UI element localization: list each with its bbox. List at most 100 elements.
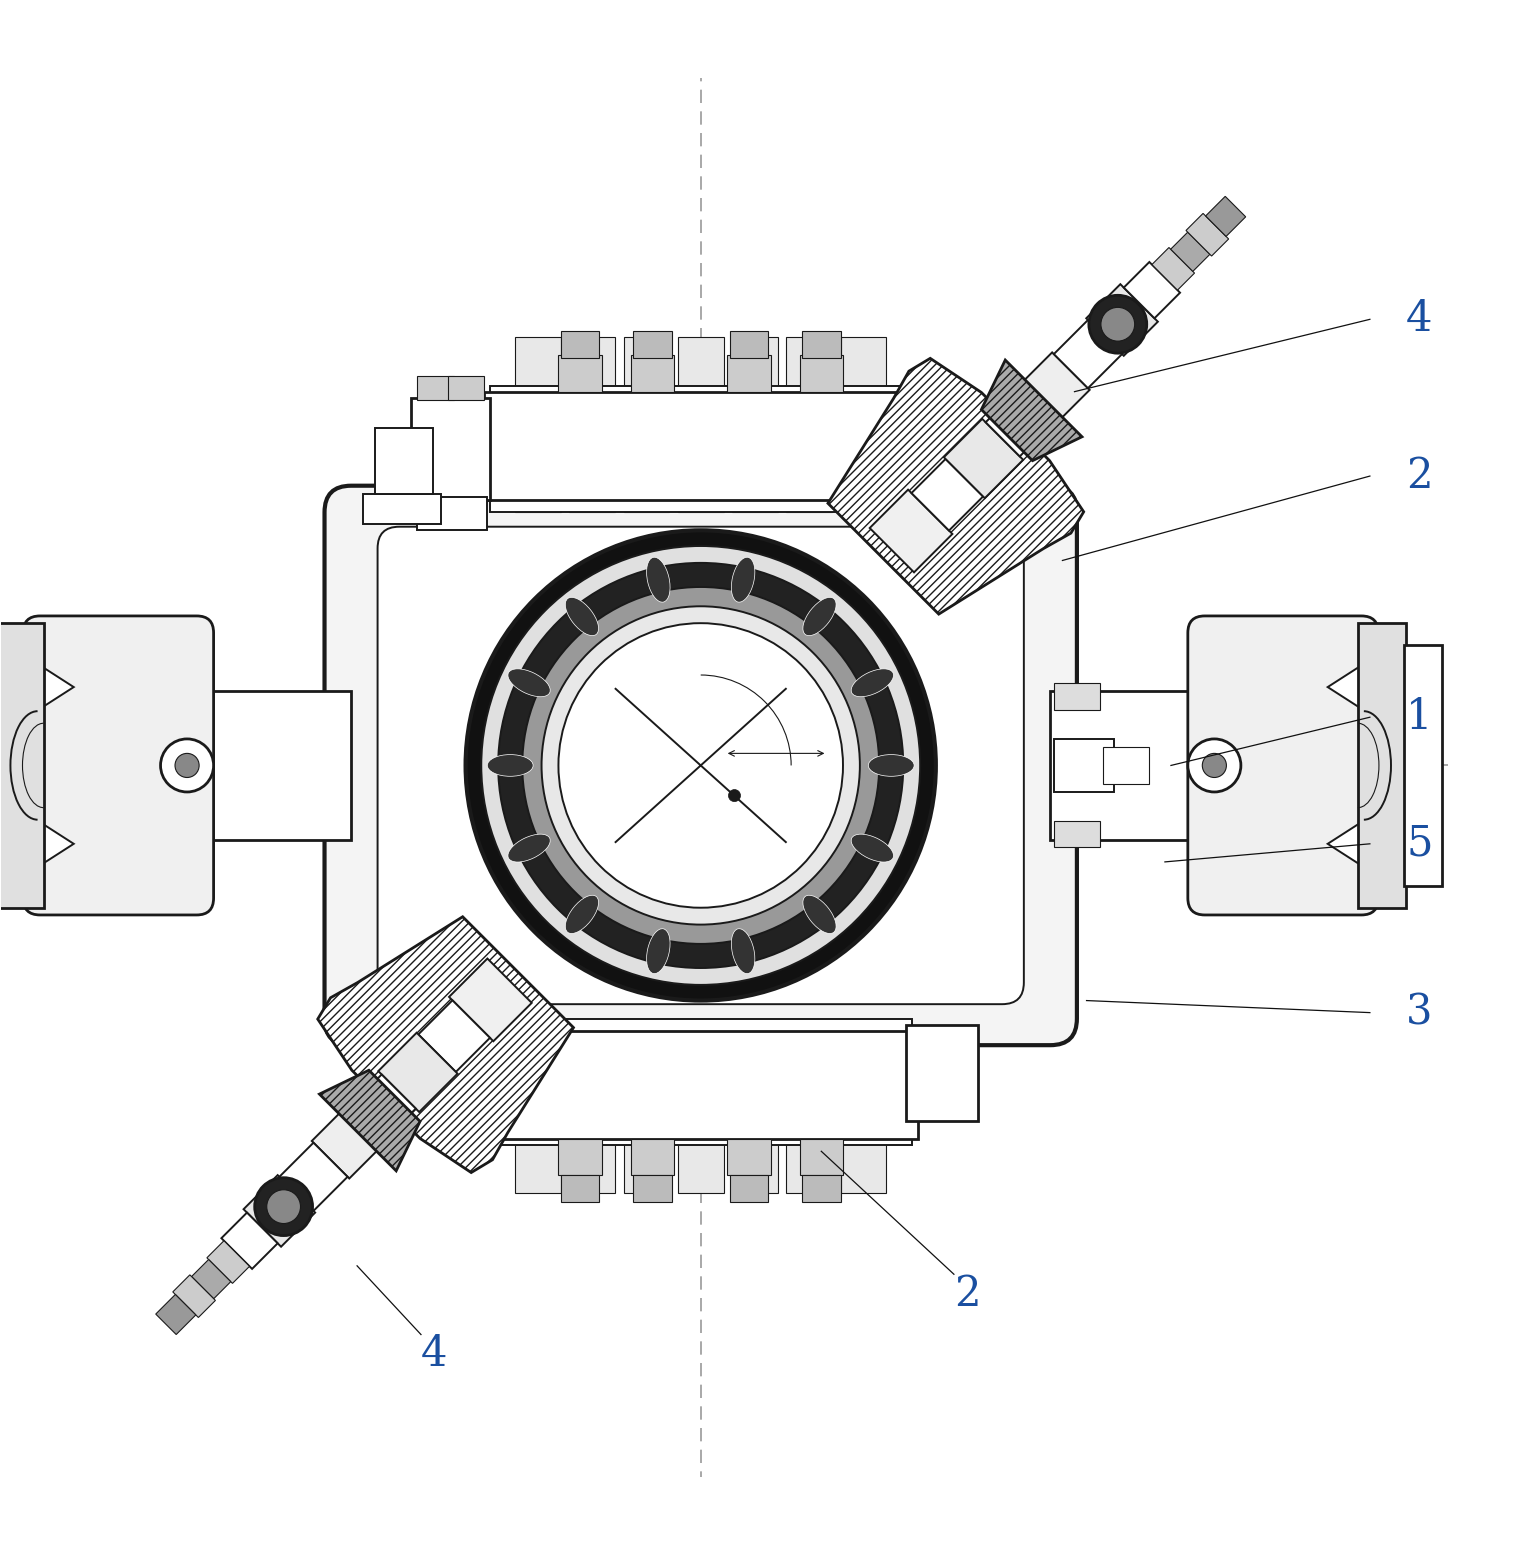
- Bar: [64, 645, 202, 886]
- Bar: [201, 690, 352, 840]
- Polygon shape: [869, 490, 953, 572]
- Ellipse shape: [851, 669, 893, 697]
- Polygon shape: [1205, 196, 1245, 236]
- Polygon shape: [318, 917, 574, 1172]
- Polygon shape: [1123, 261, 1180, 319]
- Polygon shape: [379, 1033, 458, 1112]
- Polygon shape: [1087, 285, 1158, 356]
- Polygon shape: [419, 1000, 490, 1071]
- Polygon shape: [1170, 232, 1210, 272]
- Polygon shape: [982, 361, 1082, 460]
- Polygon shape: [828, 358, 1084, 614]
- Bar: [728, 1140, 770, 1176]
- Bar: [787, 337, 833, 512]
- Ellipse shape: [508, 669, 551, 697]
- Bar: [484, 1031, 918, 1140]
- Bar: [411, 1031, 490, 1134]
- Bar: [514, 1019, 560, 1194]
- Ellipse shape: [869, 754, 915, 776]
- Bar: [417, 496, 487, 530]
- Polygon shape: [221, 1213, 277, 1269]
- Circle shape: [1202, 753, 1227, 778]
- Text: 5: 5: [1406, 823, 1432, 865]
- Circle shape: [266, 1190, 300, 1224]
- Bar: [1103, 748, 1149, 784]
- Bar: [677, 337, 723, 512]
- Polygon shape: [155, 1294, 196, 1334]
- FancyBboxPatch shape: [1187, 616, 1379, 914]
- Ellipse shape: [565, 896, 598, 933]
- Polygon shape: [174, 1275, 216, 1317]
- Bar: [569, 1019, 615, 1194]
- Text: 2: 2: [954, 1272, 980, 1314]
- Bar: [802, 1176, 840, 1202]
- Bar: [559, 356, 601, 392]
- Bar: [787, 1019, 833, 1194]
- Circle shape: [254, 1177, 312, 1236]
- Polygon shape: [244, 1176, 315, 1247]
- Ellipse shape: [804, 896, 836, 933]
- FancyBboxPatch shape: [324, 485, 1078, 1045]
- Bar: [840, 1019, 886, 1194]
- Bar: [1055, 684, 1100, 711]
- Bar: [560, 1176, 600, 1202]
- Polygon shape: [23, 655, 73, 720]
- Bar: [906, 1025, 979, 1121]
- Circle shape: [1187, 739, 1240, 791]
- Ellipse shape: [508, 833, 551, 861]
- Polygon shape: [347, 1075, 416, 1143]
- Ellipse shape: [487, 754, 533, 776]
- Bar: [840, 337, 886, 512]
- Bar: [1055, 821, 1100, 847]
- Polygon shape: [1186, 213, 1228, 257]
- Bar: [411, 398, 490, 501]
- Text: 3: 3: [1406, 992, 1432, 1034]
- Bar: [1199, 645, 1338, 886]
- Bar: [490, 386, 912, 512]
- Circle shape: [466, 530, 936, 1000]
- Bar: [624, 337, 670, 512]
- Ellipse shape: [851, 833, 893, 861]
- FancyBboxPatch shape: [377, 527, 1024, 1005]
- Bar: [633, 1176, 671, 1202]
- Circle shape: [160, 739, 213, 791]
- Polygon shape: [449, 958, 531, 1042]
- Bar: [630, 356, 674, 392]
- Polygon shape: [192, 1260, 231, 1298]
- Polygon shape: [1053, 320, 1122, 389]
- Text: 1: 1: [1406, 697, 1432, 739]
- Ellipse shape: [732, 928, 755, 973]
- FancyBboxPatch shape: [23, 616, 213, 914]
- Bar: [484, 392, 918, 501]
- Bar: [569, 337, 615, 512]
- Bar: [1358, 624, 1406, 908]
- Bar: [0, 624, 44, 908]
- Bar: [799, 1140, 843, 1176]
- Polygon shape: [944, 418, 1023, 498]
- Circle shape: [481, 546, 921, 984]
- Bar: [1055, 739, 1114, 791]
- Bar: [906, 411, 979, 507]
- Polygon shape: [207, 1241, 250, 1283]
- Polygon shape: [280, 1143, 347, 1211]
- Polygon shape: [986, 389, 1053, 457]
- Polygon shape: [312, 1107, 384, 1179]
- Ellipse shape: [647, 557, 670, 602]
- Circle shape: [559, 624, 843, 908]
- Bar: [729, 331, 769, 358]
- Ellipse shape: [732, 557, 755, 602]
- Bar: [630, 1140, 674, 1176]
- Bar: [490, 1019, 912, 1144]
- Bar: [624, 1019, 670, 1194]
- Bar: [559, 1140, 601, 1176]
- Ellipse shape: [647, 928, 670, 973]
- Bar: [447, 376, 484, 400]
- Polygon shape: [1018, 353, 1090, 425]
- Text: 4: 4: [1406, 299, 1432, 341]
- Circle shape: [1100, 308, 1135, 341]
- Circle shape: [175, 753, 199, 778]
- Bar: [802, 331, 840, 358]
- Bar: [732, 337, 778, 512]
- Ellipse shape: [565, 597, 598, 636]
- Bar: [729, 1176, 769, 1202]
